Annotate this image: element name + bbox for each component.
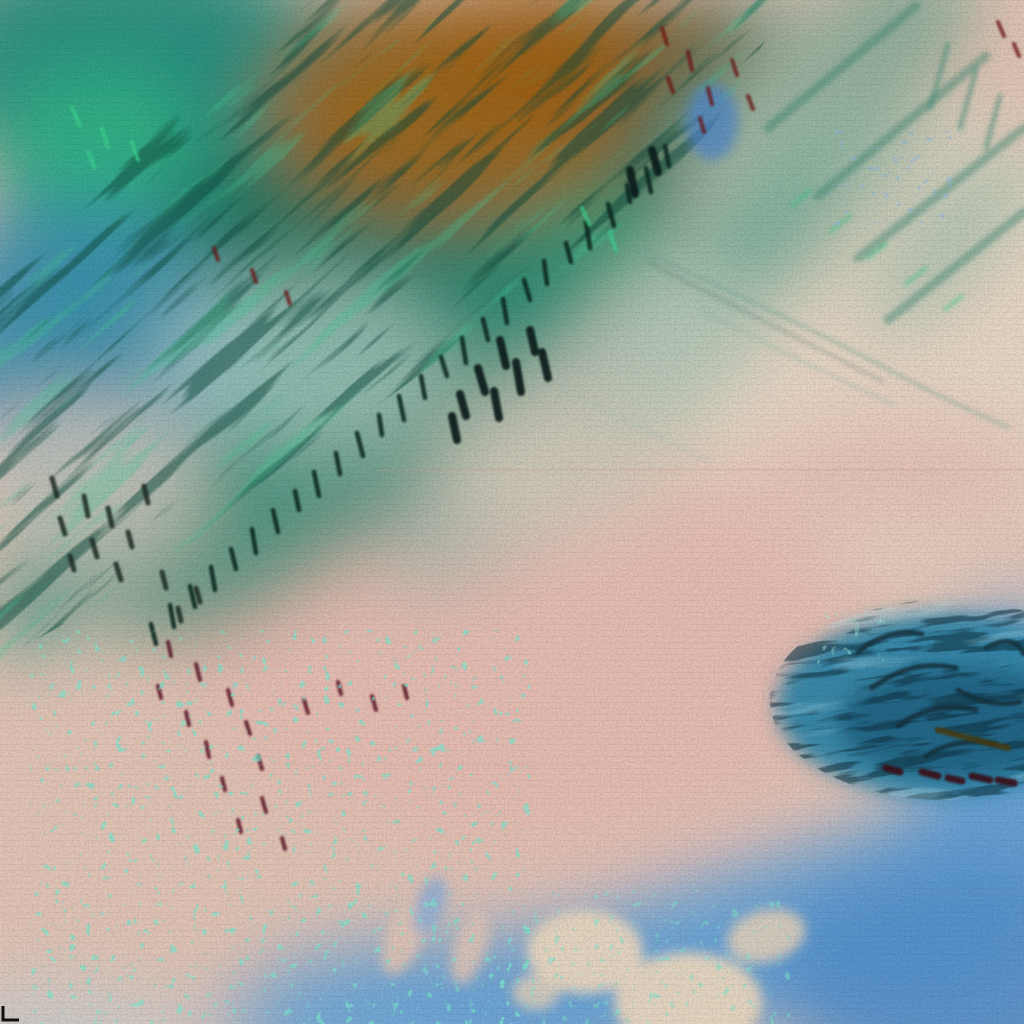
corner-tick-mark	[1, 1006, 19, 1022]
